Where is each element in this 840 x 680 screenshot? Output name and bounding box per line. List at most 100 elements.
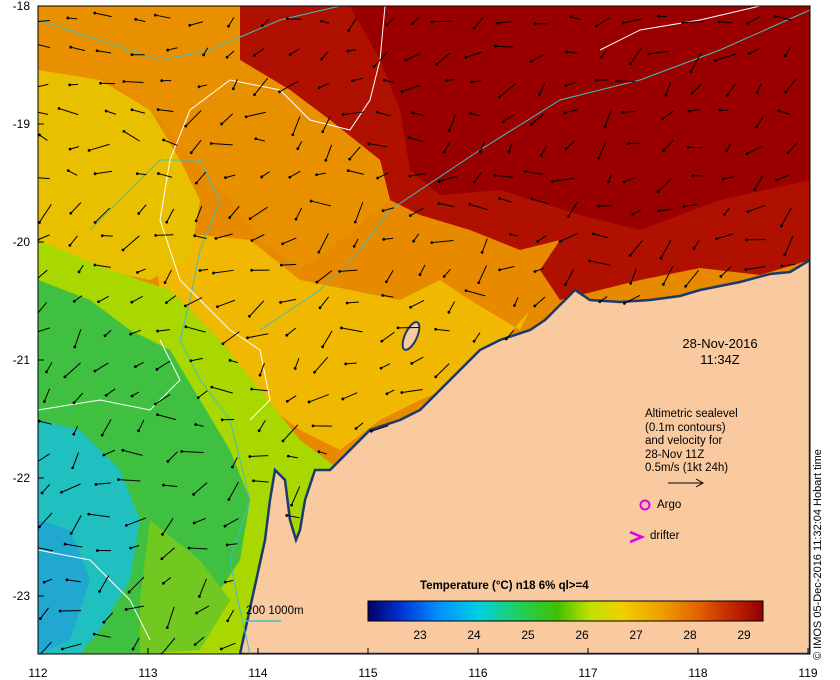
velocity-arrowhead-icon [408,174,412,178]
velocity-arrow-icon [716,233,733,240]
velocity-arrowhead-icon [346,169,350,173]
velocity-arrowhead-icon [165,626,169,629]
velocity-arrowhead-icon [352,244,356,248]
velocity-arrowhead-icon [60,490,63,494]
velocity-arrowhead-icon [780,224,783,228]
velocity-arrow-icon [499,198,512,203]
velocity-arrow-icon [412,17,420,25]
velocity-arrow-icon [94,633,111,638]
velocity-arrow-icon [194,636,205,645]
velocity-arrowhead-icon [155,367,159,371]
velocity-arrowhead-icon [662,149,665,153]
velocity-arrow-icon [319,82,330,89]
velocity-arrowhead-icon [93,221,97,224]
velocity-arrowhead-icon [188,23,192,27]
x-tick-label: 113 [138,666,158,680]
velocity-arrow-icon [94,207,111,223]
velocity-arrowhead-icon [569,15,573,19]
velocity-arrow-icon [286,327,297,336]
velocity-arrowhead-icon [324,158,328,162]
velocity-arrow-icon [648,50,669,55]
velocity-arrowhead-icon [598,300,602,304]
velocity-arrowhead-icon [34,20,37,23]
velocity-arrowhead-icon [372,65,376,69]
velocity-arrow-icon [189,547,208,550]
velocity-arrowhead-icon [161,532,164,536]
velocity-arrow-icon [623,18,643,24]
sst-green-south [140,520,230,654]
velocity-arrowhead-icon [684,284,688,288]
velocity-arrow-icon [322,330,333,348]
x-tick-label: 115 [358,666,378,680]
velocity-arrowhead-icon [136,270,139,274]
velocity-arrowhead-icon [252,479,255,483]
velocity-arrowhead-icon [38,221,41,224]
velocity-arrow-icon [593,233,609,239]
velocity-arrowhead-icon [621,21,625,25]
velocity-arrow-icon [232,79,238,89]
velocity-arrowhead-icon [412,239,416,243]
velocity-arrowhead-icon [42,580,46,584]
velocity-arrow-icon [228,17,235,27]
velocity-arrowhead-icon [198,269,202,272]
velocity-arrowhead-icon [501,120,505,124]
velocity-arrowhead-icon [227,24,230,28]
velocity-arrowhead-icon [472,180,476,184]
velocity-arrowhead-icon [744,268,748,271]
velocity-arrow-icon [158,173,173,178]
colorbar-tick: 27 [629,628,643,642]
velocity-arrowhead-icon [137,429,140,433]
velocity-arrow-icon [98,295,109,303]
velocity-arrow-icon [118,479,141,482]
velocity-arrowhead-icon [153,402,157,406]
velocity-arrowhead-icon [102,620,106,624]
velocity-arrowhead-icon [498,95,501,99]
velocity-arrowhead-icon [40,491,44,495]
velocity-arrowhead-icon [160,79,164,83]
velocity-arrow-icon [410,299,425,308]
velocity-arrow-icon [448,301,456,313]
velocity-arrow-icon [155,14,171,19]
velocity-arrow-icon [505,329,515,340]
velocity-arrow-icon [156,360,171,370]
velocity-arrowhead-icon [558,239,562,243]
velocity-arrow-icon [784,46,791,57]
velocity-arrow-icon [255,138,265,142]
velocity-arrowhead-icon [534,22,537,26]
velocity-arrowhead-icon [100,234,104,238]
velocity-arrowhead-icon [220,418,224,422]
velocity-arrow-icon [88,143,110,151]
velocity-arrow-icon [724,207,731,215]
velocity-arrowhead-icon [530,122,533,126]
velocity-arrowhead-icon [184,124,188,128]
velocity-arrow-icon [282,237,297,245]
argo-marker-icon [639,499,651,511]
velocity-arrow-icon [194,235,207,240]
velocity-arrowhead-icon [591,232,595,236]
velocity-arrowhead-icon [472,339,476,343]
velocity-arrow-icon [249,300,265,317]
velocity-arrow-icon [135,361,144,368]
velocity-arrow-icon [349,146,361,160]
velocity-arrow-icon [282,424,299,442]
velocity-arrowhead-icon [279,263,283,267]
velocity-arrowhead-icon [192,521,196,525]
velocity-arrow-icon [101,419,112,436]
sst-cyan-deep [38,520,90,654]
velocity-arrowhead-icon [656,190,660,194]
velocity-arrowhead-icon [536,240,540,243]
velocity-arrow-icon [131,109,146,114]
isobath-1000 [259,9,810,331]
velocity-arrowhead-icon [496,21,499,25]
altimetry-line: 0.5m/s (1kt 24h) [645,462,729,474]
velocity-arrowhead-icon [369,429,373,433]
velocity-arrow-icon [261,18,270,27]
velocity-arrow-icon [103,612,114,623]
velocity-arrowhead-icon [38,617,42,620]
velocity-arrow-icon [726,83,737,96]
velocity-arrow-icon [412,112,424,117]
velocity-arrowhead-icon [597,204,600,208]
velocity-arrow-icon [778,110,791,115]
velocity-arrow-icon [785,78,797,93]
velocity-arrowhead-icon [783,253,787,257]
